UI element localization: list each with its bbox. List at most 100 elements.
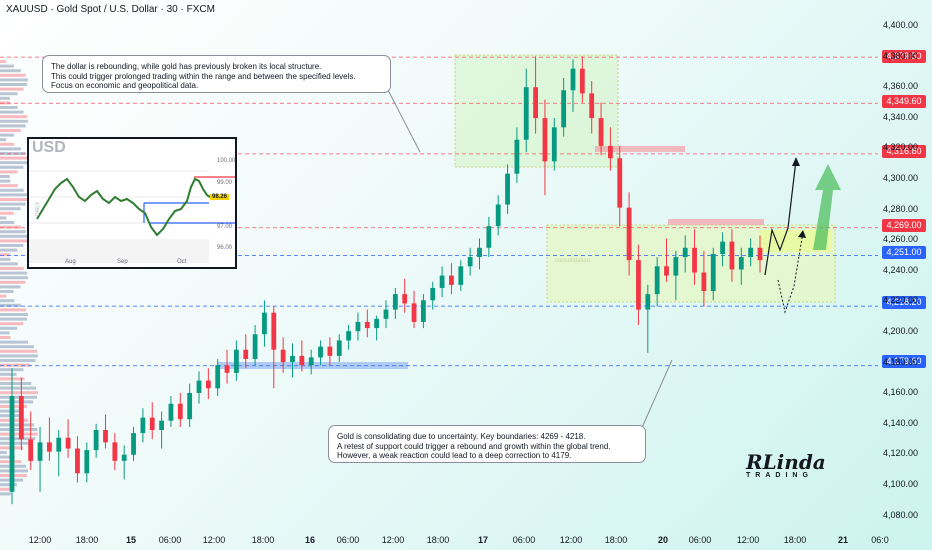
volume-profile-bar [0,345,34,349]
candle-body [449,275,454,285]
candle-body [290,355,295,363]
candle-body [720,241,725,254]
volume-profile-bar [0,262,18,266]
time-axis-tick: 06:00 [512,535,536,545]
price-label-4349[interactable]: 4,349.60 [882,95,926,108]
candle-body [28,439,34,461]
volume-profile-bar [0,248,18,252]
volume-profile-bar [0,451,7,454]
inset-x-tick: Sep [117,259,128,265]
resistance-block-range [668,219,764,225]
candle-body [533,87,538,119]
brand-logo: RLinda TRADING [746,450,826,479]
projection-up-arrow-icon [792,157,800,166]
volume-profile-bar [0,294,7,298]
time-axis-tick: 18:00 [783,535,807,545]
volume-profile-bar [0,492,11,496]
usd-inset-chart[interactable]: DAILY USD 100.00 99.00 97.00 96.00 98.26… [27,137,237,269]
candle-body [224,365,230,373]
candle-body [505,173,510,205]
price-axis-tick: 4,100.00 [883,479,919,489]
candle-body [748,247,754,258]
projection-down-line [777,231,804,314]
price-label-4379[interactable]: 4,379.50 [882,50,926,63]
price-label-4179[interactable]: 4,179.60 [882,355,926,368]
volume-profile-bar [0,395,37,399]
candle-body [205,380,211,389]
candle-body [383,309,389,319]
inset-y-tick: 99.00 [217,180,233,186]
analysis-callout-bottom[interactable]: Gold is consolidating due to uncertainty… [328,425,646,463]
price-label-4316[interactable]: 4,316.80 [882,145,926,158]
candle-body [701,272,707,292]
volume-profile-bar [0,170,18,174]
candle-body [37,442,43,461]
price-axis-tick: 4,340.00 [883,111,919,122]
volume-profile-bar [0,372,17,376]
volume-profile-bar [0,483,17,487]
callout-bottom-pointer [639,359,673,433]
candle-body [187,392,193,420]
volume-profile-bar [0,138,7,142]
candle-body [215,365,221,389]
time-axis-tick: 12:00 [559,535,583,545]
volume-profile-bar [0,221,15,224]
price-axis-tick: 4,280.00 [883,203,919,214]
resistance-block-upper [595,146,685,152]
volume-profile-bar [0,276,28,280]
price-label-4218[interactable]: 4,218.20 [882,296,926,309]
volume-profile-bar [0,423,34,427]
candle-body [252,334,258,359]
volume-profile-bar [0,257,11,261]
volume-profile-bar [0,156,28,160]
inset-x-tick: Oct [177,259,187,265]
candle-body [308,357,314,366]
callout-top-line: Focus on economic and geopolitical data. [51,81,199,90]
candle-body [103,430,108,443]
projection-up-line [764,159,797,276]
candle-body [458,266,464,285]
candle-body [47,442,52,452]
volume-profile-bar [0,349,38,353]
analysis-callout-top[interactable]: The dollar is rebounding, while gold has… [42,55,391,93]
time-axis-tick: 16 [304,535,316,545]
candle-body [617,158,623,208]
volume-profile-bar [0,179,11,183]
candle-body [280,349,286,363]
volume-profile-bar [0,124,26,128]
volume-profile-bar [0,225,22,229]
volume-profile-bar [0,188,24,192]
big-up-arrow-icon [813,164,841,250]
volume-profile-bar [0,455,15,459]
volume-profile-bar [0,437,36,441]
candle-body [421,300,426,322]
time-axis-tick: 06:0 [871,535,889,545]
volume-profile-bar [0,267,24,270]
time-axis-tick: 18:00 [604,535,628,545]
volume-profile-bar [0,110,24,114]
price-label-4251[interactable]: 4,251.00 [882,246,926,259]
volume-profile-bar [0,363,31,367]
volume-profile-bar [0,165,24,169]
time-axis-tick: 17 [477,535,489,545]
volume-profile-bar [0,303,22,307]
candle-body [598,118,604,146]
candle-body [318,346,323,358]
time-axis-tick: 21 [837,535,849,545]
price-axis-tick: 4,160.00 [883,387,919,398]
volume-profile-bar [0,83,28,86]
candle-body [439,275,445,288]
candle-body [336,340,342,356]
inset-x-tick: Aug [65,259,76,265]
time-axis-tick: 20 [657,535,669,545]
volume-profile-bar [0,336,11,339]
price-label-4269[interactable]: 4,269.00 [882,219,926,232]
candle-body [271,312,277,350]
volume-profile-bar [0,280,26,284]
time-axis-tick: 15 [125,535,137,545]
volume-profile-bar [0,60,6,63]
volume-profile-bar [0,216,7,220]
volume-profile-bar [0,234,28,238]
volume-profile-bar [0,101,11,105]
